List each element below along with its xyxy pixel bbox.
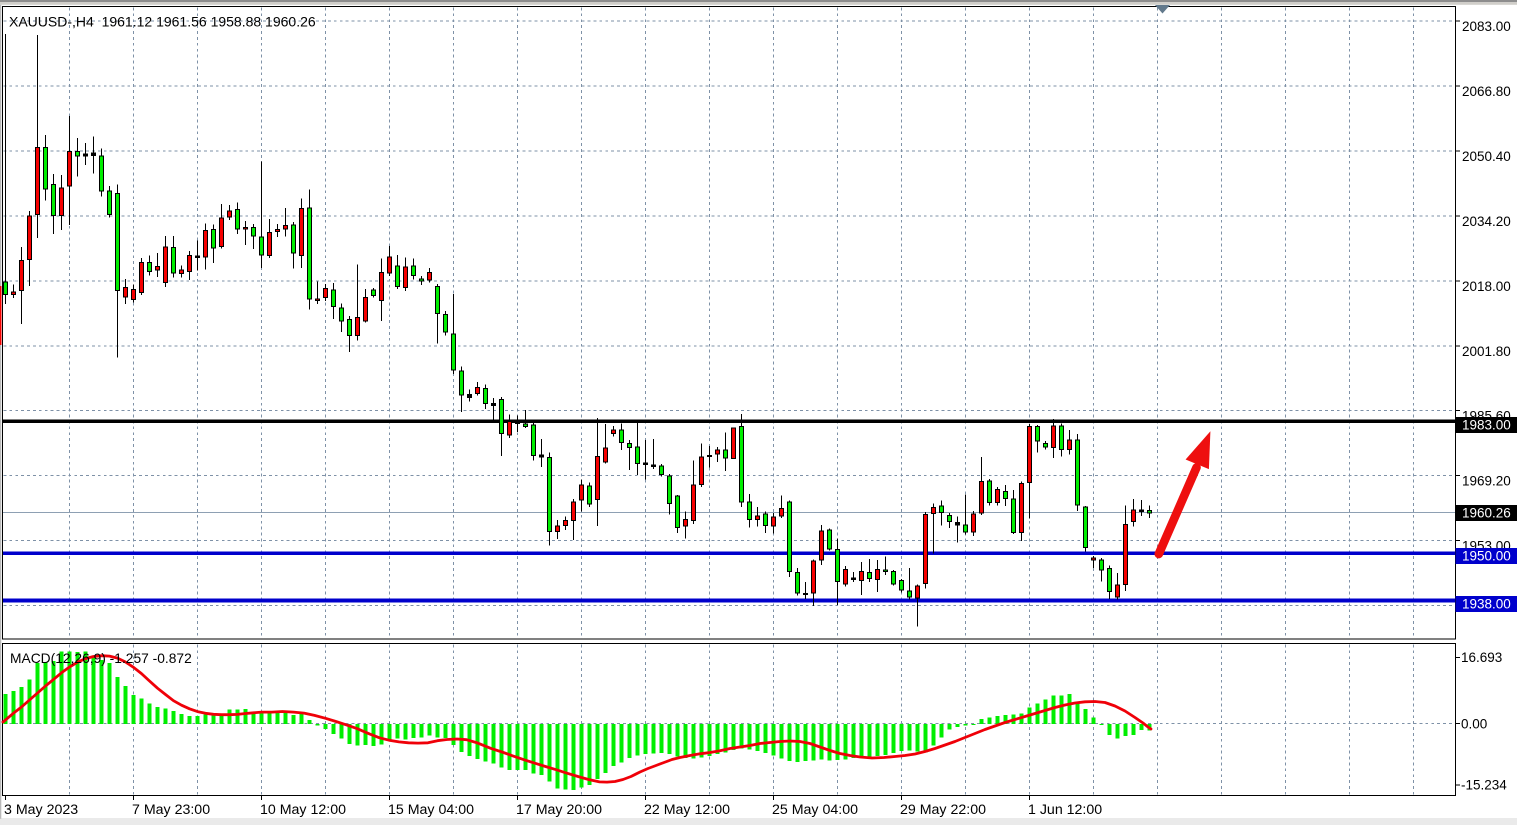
svg-text:15 May 04:00: 15 May 04:00 (388, 802, 474, 818)
svg-text:3 May 2023: 3 May 2023 (4, 802, 78, 818)
svg-text:2050.40: 2050.40 (1462, 149, 1511, 164)
svg-text:10 May 12:00: 10 May 12:00 (260, 802, 346, 818)
svg-text:2034.20: 2034.20 (1462, 214, 1511, 229)
svg-text:XAUUSD-,H4 1961.12 1961.56 19: XAUUSD-,H4 1961.12 1961.56 1958.88 1960.… (9, 14, 316, 30)
svg-text:2066.80: 2066.80 (1462, 84, 1511, 99)
svg-text:29 May 22:00: 29 May 22:00 (900, 802, 986, 818)
svg-text:1960.26: 1960.26 (1462, 506, 1511, 521)
svg-text:7 May 23:00: 7 May 23:00 (132, 802, 210, 818)
svg-text:25 May 04:00: 25 May 04:00 (772, 802, 858, 818)
svg-text:1938.00: 1938.00 (1462, 597, 1511, 612)
svg-text:1983.00: 1983.00 (1462, 418, 1511, 433)
svg-text:2083.00: 2083.00 (1462, 19, 1511, 34)
svg-text:0.00: 0.00 (1461, 716, 1487, 731)
svg-text:2001.80: 2001.80 (1462, 344, 1511, 359)
svg-text:16.693: 16.693 (1461, 650, 1502, 665)
svg-text:MACD(12,26,9) -1.257 -0.872: MACD(12,26,9) -1.257 -0.872 (10, 651, 192, 666)
svg-text:22 May 12:00: 22 May 12:00 (644, 802, 730, 818)
svg-text:1 Jun 12:00: 1 Jun 12:00 (1028, 802, 1102, 818)
svg-text:1969.20: 1969.20 (1462, 474, 1511, 489)
svg-text:-15.234: -15.234 (1461, 778, 1507, 793)
svg-text:1950.00: 1950.00 (1462, 549, 1511, 564)
svg-text:17 May 20:00: 17 May 20:00 (516, 802, 602, 818)
svg-text:2018.00: 2018.00 (1462, 279, 1511, 294)
